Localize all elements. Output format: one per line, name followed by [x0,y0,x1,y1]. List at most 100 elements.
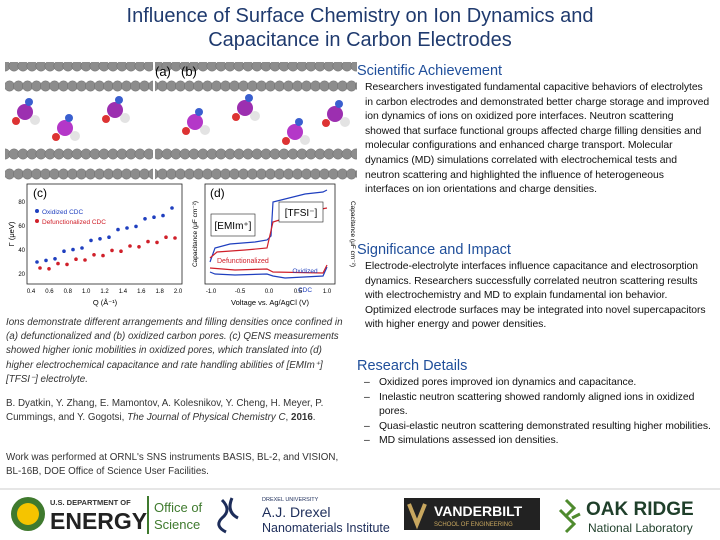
citation-year: 2016 [291,412,313,424]
point [98,237,102,241]
point [125,226,129,230]
panel-divider [153,62,155,180]
title-line: Capacitance in Carbon Electrodes [208,29,512,51]
bullet-list: Oxidized pores improved ion dynamics and… [362,376,712,449]
label-box [210,213,256,237]
ornl-leaf [558,498,581,534]
point [101,253,105,258]
point [65,262,69,267]
cv-curve [209,264,328,274]
ornl-text: National Laboratory [588,521,693,535]
section-heading: Significance and Impact [357,242,511,258]
ion-atom [195,108,203,116]
cv-curve [209,266,328,279]
citation-journal: The Journal of Physical Chemistry C [127,412,286,424]
section-body: Electrode-electrolyte interfaces influen… [365,261,706,331]
point [116,227,120,232]
point [56,261,60,266]
bullet: Quasi-elastic neutron scattering demonst… [362,420,712,435]
point [83,258,87,262]
y-tick-label: 40 [18,248,25,254]
bullet: Oxidized pores improved ion dynamics and… [362,376,712,391]
point [80,246,84,250]
point [155,240,159,245]
ion-atom [300,135,310,145]
x-tick-label: -1.0 [206,289,217,295]
figure: (a) (b) (c) Oxidized CDC Defunctionalize… [5,62,357,307]
title-line: Influence of Surface Chemistry on Ion Dy… [126,5,594,27]
citation-authors: B. Dyatkin, Y. Zhang, E. Mamontov, A. Ko… [6,398,324,424]
point [44,258,48,263]
carbon-atom [350,62,357,72]
point [38,266,42,270]
x-tick-label: -0.5 [235,289,246,295]
label-box [278,201,324,223]
section-heading: Scientific Achievement [357,63,503,79]
curve-label: Defunctionalized [217,258,269,265]
x-tick-label: 1.0 [323,289,332,295]
ion-atom [30,115,40,125]
drexel-text: Nanomaterials Institute [262,521,390,535]
panel-label: (b) [181,64,197,79]
x-tick-label: 1.4 [119,289,128,295]
point [71,247,75,252]
ion-atom [322,119,330,127]
legend-label: Defunctionalized CDC [42,219,106,226]
md-snapshots [5,62,357,180]
ion-atom [52,133,60,141]
ion-atom [250,111,260,121]
panel-label: (c) [33,186,47,200]
ion-label: [TFSI⁻] [285,208,318,219]
point [53,257,57,261]
point [92,253,96,257]
point [107,235,111,239]
x-axis-label: Q (Å⁻¹) [93,298,118,307]
ion-atom [232,113,240,121]
point [170,206,174,210]
point [164,235,168,239]
drexel-dragon [217,497,239,534]
ion-atom [17,104,33,120]
ion-label: [EMIm⁺] [215,221,252,232]
ion-atom [282,137,290,145]
x-ticks: 0.4 0.6 0.8 1.0 1.2 1.4 1.6 1.8 2.0 [27,289,183,295]
plot-frame [26,183,183,285]
vanderbilt-text: SCHOOL OF ENGINEERING [434,522,513,528]
ion-atom [340,117,350,127]
drexel-text: A.J. Drexel [262,504,330,520]
ion-atom [287,124,303,140]
x-tick-label: 1.0 [82,289,91,295]
ion-atom [107,102,123,118]
panel-c: (c) Oxidized CDC Defunctionalized CDC Γ … [7,183,183,307]
ion-atom [102,115,110,123]
legend-marker [35,209,39,213]
section-body: Researchers investigated fundamental cap… [365,82,710,196]
x-tick-label: 0.8 [64,289,73,295]
curve-label: CDC [298,287,312,294]
doe-seal-center [17,503,39,525]
point [74,257,78,261]
point [35,260,39,264]
carbon-atom [350,148,357,160]
x-axis-label: Voltage vs. Ag/AgCl (V) [231,298,309,307]
y-ticks: 20 40 60 80 [18,200,25,278]
ion-atom [237,100,253,116]
office-text: Science [154,517,200,532]
point [137,245,141,249]
panel-d: (d) [EMIm⁺] [TFSI⁻] Defunctionalized Oxi… [192,183,356,307]
point [146,239,150,244]
ion-atom [65,114,73,122]
doe-text: U.S. DEPARTMENT OF [50,498,131,507]
point [134,224,138,229]
section-heading: Research Details [357,358,468,374]
ion-atom [70,131,80,141]
legend-label: Oxidized CDC [42,209,83,216]
md-panel-bg [5,62,357,180]
y-axis-label: Capacitance (μF cm⁻²) [192,201,199,267]
y-tick-label: 60 [18,224,25,230]
figure-caption: Ions demonstrate different arrangements … [6,317,343,385]
x-tick-label: 0.4 [27,289,36,295]
ion-atom [120,113,130,123]
point [128,244,132,248]
ion-atom [25,98,33,106]
